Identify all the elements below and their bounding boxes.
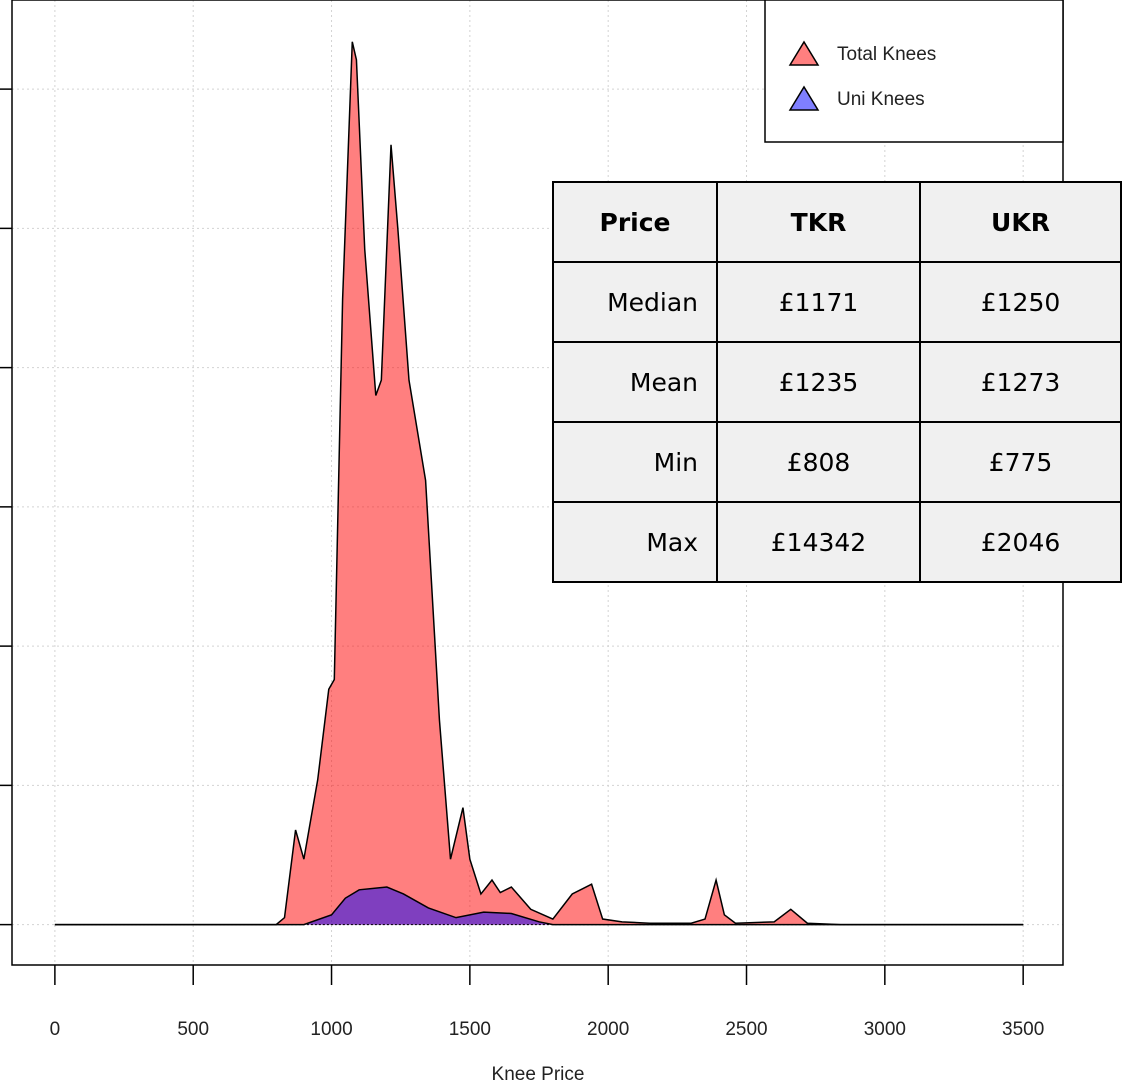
x-tick-label: 500 — [177, 1019, 209, 1040]
cell: Max — [552, 501, 718, 583]
legend-marker — [788, 40, 820, 66]
cell: £1273 — [919, 341, 1122, 423]
header-cell: UKR — [919, 181, 1122, 263]
cell: Mean — [552, 341, 718, 423]
x-tick-label: 1500 — [449, 1019, 491, 1040]
stats-table: Price TKR UKR Median £1171 £1250 Mean £1235… — [552, 181, 1122, 583]
cell: Median — [552, 261, 718, 343]
header-cell: Price — [552, 181, 718, 263]
x-axis-label: Knee Price — [492, 1064, 585, 1085]
x-tick-label: 2000 — [587, 1019, 629, 1040]
cell: Min — [552, 421, 718, 503]
header-cell: TKR — [716, 181, 921, 263]
cell: £2046 — [919, 501, 1122, 583]
x-tick-label: 3000 — [864, 1019, 906, 1040]
x-tick-label: 0 — [50, 1019, 61, 1040]
density-line — [54, 41, 1024, 926]
cell: £1235 — [716, 341, 921, 423]
x-tick-label: 2500 — [725, 1019, 767, 1040]
cell: £808 — [716, 421, 921, 503]
legend-label: Total Knees — [837, 44, 936, 65]
x-tick-label: 1000 — [310, 1019, 352, 1040]
cell: £1171 — [716, 261, 921, 343]
cell: £775 — [919, 421, 1122, 503]
legend-marker — [788, 85, 820, 111]
cell: £1250 — [919, 261, 1122, 343]
legend-label: Uni Knees — [837, 89, 925, 110]
cell: £14342 — [716, 501, 921, 583]
x-tick-label: 3500 — [1002, 1019, 1044, 1040]
legend-box — [764, 0, 1064, 143]
density-line — [54, 886, 1024, 926]
